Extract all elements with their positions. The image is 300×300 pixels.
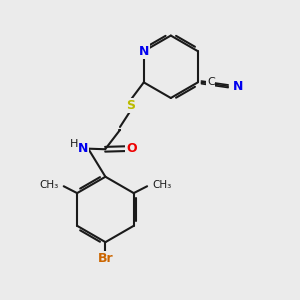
Text: CH₃: CH₃ xyxy=(39,180,58,190)
Text: N: N xyxy=(139,45,149,58)
Text: S: S xyxy=(126,99,135,112)
Text: H: H xyxy=(70,139,79,149)
Text: CH₃: CH₃ xyxy=(152,180,172,190)
Text: N: N xyxy=(78,142,88,155)
Text: Br: Br xyxy=(98,252,113,265)
Text: O: O xyxy=(126,142,136,155)
Text: C: C xyxy=(207,77,215,87)
Text: N: N xyxy=(233,80,244,93)
